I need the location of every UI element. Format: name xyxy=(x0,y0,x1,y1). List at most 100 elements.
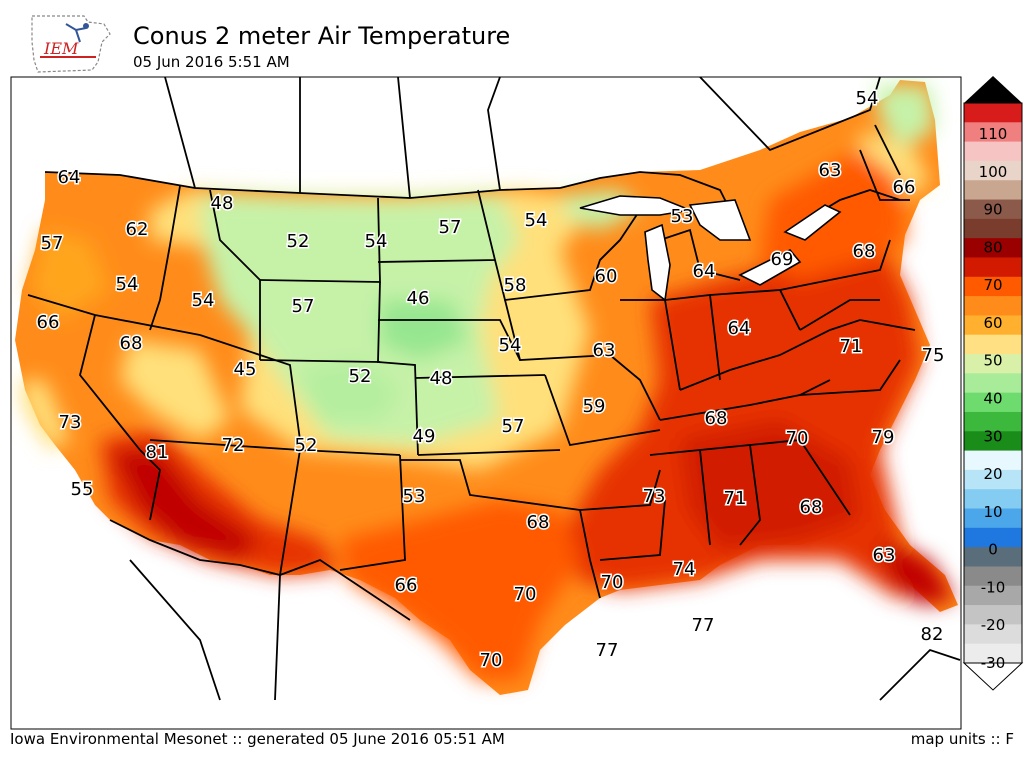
value-label: 53 xyxy=(671,206,694,227)
value-label-halo: 58 xyxy=(504,275,527,296)
value-label: 79 xyxy=(872,427,895,448)
value-label: 79 xyxy=(872,427,895,448)
value-label-halo: 52 xyxy=(287,231,310,252)
colorbar-swatch xyxy=(964,489,1022,510)
footer-credit: Iowa Environmental Mesonet :: generated … xyxy=(10,730,505,748)
value-label: 64 xyxy=(728,318,751,339)
colorbar-tick-label: -20 xyxy=(981,616,1006,634)
colorbar-swatch xyxy=(964,643,1022,664)
value-label: 45 xyxy=(234,359,257,380)
value-label-halo: 82 xyxy=(921,624,944,645)
field-yellow-nv xyxy=(120,340,230,440)
colorbar-tick-label: -30 xyxy=(981,654,1006,672)
value-label: 66 xyxy=(37,312,60,333)
colorbar-swatch xyxy=(964,373,1022,394)
value-label-halo: 73 xyxy=(643,486,666,507)
colorbar-swatch xyxy=(964,566,1022,587)
value-label-halo: 64 xyxy=(728,318,751,339)
value-label: 57 xyxy=(439,217,462,238)
value-label-halo: 54 xyxy=(856,88,879,109)
value-label: 72 xyxy=(222,435,245,456)
colorbar-tick-label: 80 xyxy=(983,238,1002,256)
colorbar-tick-label: 60 xyxy=(983,314,1002,332)
field-cool-ca xyxy=(20,380,70,450)
field-very-hot-se xyxy=(680,420,860,550)
value-label: 73 xyxy=(643,486,666,507)
value-label-halo: 54 xyxy=(192,290,215,311)
colorbar-swatch xyxy=(964,103,1022,123)
colorbar-swatch xyxy=(964,411,1022,432)
value-label-halo: 57 xyxy=(292,296,315,317)
value-label: 68 xyxy=(120,333,143,354)
colorbar-swatch xyxy=(964,431,1022,452)
value-label: 54 xyxy=(116,274,139,295)
value-label-halo: 66 xyxy=(37,312,60,333)
value-label-halo: 63 xyxy=(873,545,896,566)
colorbar-swatch xyxy=(964,238,1022,258)
colorbar-swatch xyxy=(964,354,1022,374)
value-label: 70 xyxy=(601,572,624,593)
iem-logo: IEM xyxy=(31,15,111,73)
value-label: 77 xyxy=(596,640,619,661)
field-cool-ne xyxy=(875,85,935,150)
value-label: 54 xyxy=(192,290,215,311)
value-label: 63 xyxy=(873,545,896,566)
great-lakes xyxy=(579,195,842,302)
map-frame xyxy=(10,76,962,730)
value-label-halo: 53 xyxy=(403,486,426,507)
field-cold-wy xyxy=(300,360,400,420)
colorbar-swatch xyxy=(964,508,1022,529)
colorbar-swatch xyxy=(964,160,1022,181)
colorbar-swatch xyxy=(964,334,1022,355)
value-label-halo: 57 xyxy=(502,416,525,437)
value-label: 45 xyxy=(430,368,453,389)
value-label: 52 xyxy=(287,231,310,252)
colorbar-swatch xyxy=(964,199,1022,220)
value-label-halo: 77 xyxy=(596,640,619,661)
value-label: 71 xyxy=(724,488,747,509)
value-label-halo: 75 xyxy=(922,345,945,366)
value-label: 63 xyxy=(819,160,842,181)
value-label: 46 xyxy=(407,288,430,309)
value-label-halo: 64 xyxy=(58,167,81,188)
colorbar-swatch xyxy=(964,180,1022,201)
value-label-halo: 73 xyxy=(59,412,82,433)
field-very-hot-az xyxy=(110,450,260,560)
value-label-halo: 70 xyxy=(514,584,537,605)
value-label-halo: 54 xyxy=(525,210,548,231)
colorbar-tick-label: 20 xyxy=(983,465,1002,483)
colorbar-frame xyxy=(963,102,1023,664)
value-label-halo: 70 xyxy=(786,428,809,449)
value-label: 54 xyxy=(856,88,879,109)
value-label: 57 xyxy=(41,233,64,254)
value-label-halo: 68 xyxy=(853,241,876,262)
value-label: 49 xyxy=(413,426,436,447)
value-label-halo: 45 xyxy=(234,359,257,380)
value-label: 64 xyxy=(58,167,81,188)
colorbar-tick-label: 40 xyxy=(983,390,1002,408)
value-label-halo: 72 xyxy=(222,435,245,456)
value-label: 66 xyxy=(893,177,916,198)
value-label: 68 xyxy=(705,408,728,429)
value-label: 74 xyxy=(673,559,696,580)
colorbar-swatch xyxy=(964,585,1022,606)
colorbar-tick-label: 50 xyxy=(983,352,1002,370)
value-label-halo: 64 xyxy=(693,261,716,282)
field-cooler-plains xyxy=(200,195,520,445)
colorbar-swatch xyxy=(964,122,1022,143)
colorbar-swatch xyxy=(964,469,1022,490)
footer-units: map units :: F xyxy=(910,730,1014,748)
value-label-halo: 54 xyxy=(116,274,139,295)
colorbar-tick-label: 10 xyxy=(983,503,1002,521)
value-label: 63 xyxy=(593,340,616,361)
value-label-halo: 68 xyxy=(800,497,823,518)
value-label-halo: 54 xyxy=(499,335,522,356)
colorbar-tick-label: 90 xyxy=(983,201,1002,219)
value-label-halo: 57 xyxy=(439,217,462,238)
colorbar-swatch xyxy=(964,296,1022,316)
value-label-halo: 71 xyxy=(724,488,747,509)
colorbar-tick-label: 30 xyxy=(983,427,1002,445)
value-label-halo: 69 xyxy=(771,249,794,270)
